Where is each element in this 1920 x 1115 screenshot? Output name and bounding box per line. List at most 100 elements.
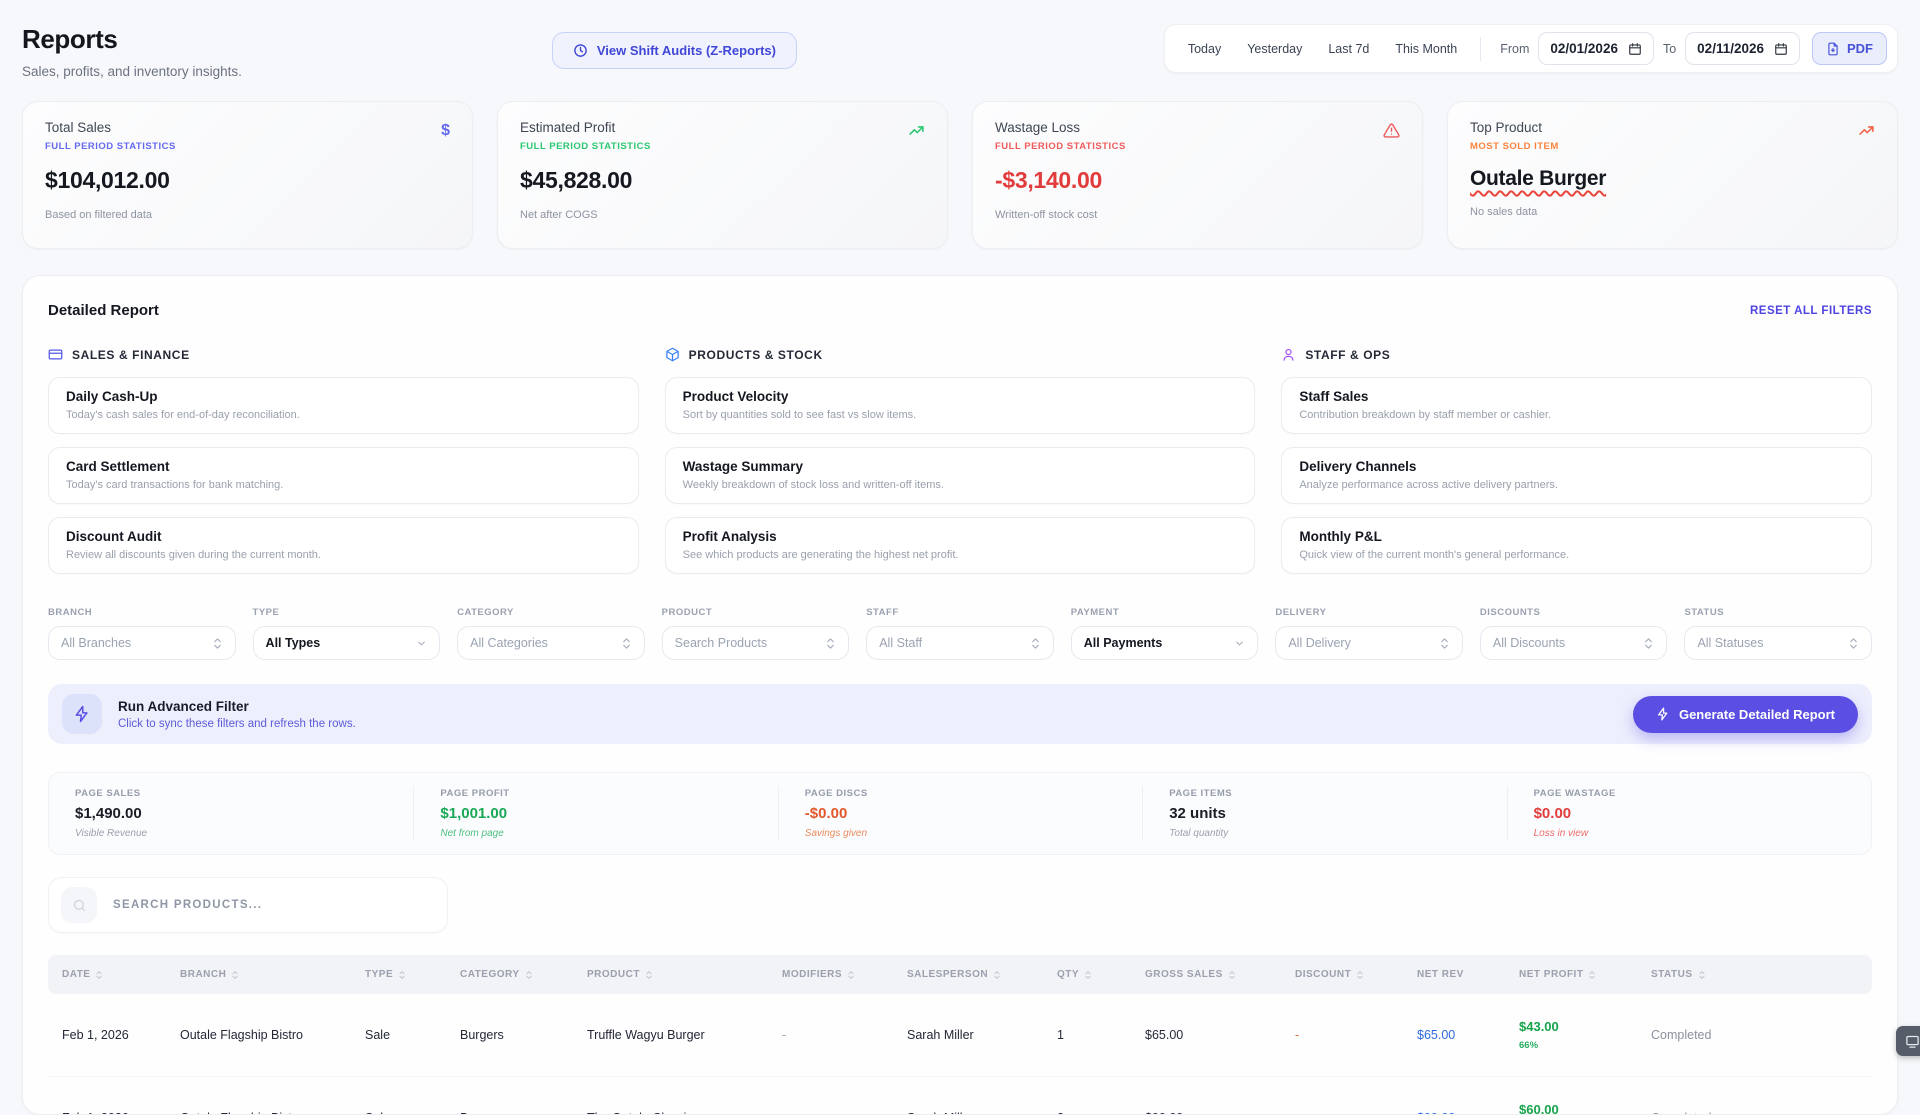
report-card-card-settlement[interactable]: Card Settlement Today's card transaction… — [48, 447, 639, 504]
category-select[interactable]: All Categories — [457, 626, 645, 660]
sort-icon — [525, 970, 533, 980]
clock-icon — [573, 43, 588, 58]
type-select[interactable]: All Types — [253, 626, 441, 660]
cell-net-profit: $60.00 67% — [1505, 1077, 1637, 1115]
alert-triangle-icon — [1383, 122, 1400, 139]
column-header-salesperson[interactable]: SALESPERSON — [893, 955, 1043, 994]
page-stat-label: PAGE WASTAGE — [1534, 788, 1845, 799]
product-select[interactable]: Search Products — [662, 626, 850, 660]
cell-net-rev: $90.00 — [1403, 1077, 1505, 1115]
run-advanced-filter-banner[interactable]: Run Advanced Filter Click to sync these … — [48, 684, 1872, 744]
chevron-up-down-icon — [825, 637, 836, 650]
page-stat-label: PAGE PROFIT — [440, 788, 751, 799]
column-header-branch[interactable]: BRANCH — [166, 955, 351, 994]
page-stat-note: Visible Revenue — [75, 828, 387, 839]
report-card-product-velocity[interactable]: Product Velocity Sort by quantities sold… — [665, 377, 1256, 434]
product-search-box[interactable] — [48, 877, 448, 933]
filter-value: All Discounts — [1493, 636, 1565, 650]
filter-label: STATUS — [1684, 607, 1872, 618]
from-label: From — [1500, 42, 1529, 56]
column-header-net-profit[interactable]: NET PROFIT — [1505, 955, 1637, 994]
column-header-type[interactable]: TYPE — [351, 955, 446, 994]
column-header-modifiers[interactable]: MODIFIERS — [768, 955, 893, 994]
column-header-status[interactable]: STATUS — [1637, 955, 1872, 994]
range-yesterday-button[interactable]: Yesterday — [1234, 35, 1315, 63]
column-header-qty[interactable]: QTY — [1043, 955, 1131, 994]
view-shift-audits-button[interactable]: View Shift Audits (Z-Reports) — [552, 32, 797, 69]
filter-value: All Staff — [879, 636, 922, 650]
kpi-note: No sales data — [1470, 206, 1875, 218]
table-header-row: DATE BRANCH TYPE CATEGORY PRODUCT MODIFI… — [48, 955, 1872, 994]
report-card-desc: Analyze performance across active delive… — [1299, 479, 1854, 491]
report-card-staff-sales[interactable]: Staff Sales Contribution breakdown by st… — [1281, 377, 1872, 434]
filter-value: All Categories — [470, 636, 548, 650]
status-select[interactable]: All Statuses — [1684, 626, 1872, 660]
report-card-desc: See which products are generating the hi… — [683, 549, 1238, 561]
search-icon — [61, 887, 97, 923]
chevron-up-down-icon — [1848, 637, 1859, 650]
range-today-button[interactable]: Today — [1175, 35, 1234, 63]
generate-detailed-report-button[interactable]: Generate Detailed Report — [1633, 696, 1858, 733]
kpi-card-wastage-loss: Wastage Loss FULL PERIOD STATISTICS -$3,… — [972, 101, 1423, 249]
page-stat-note: Total quantity — [1169, 828, 1480, 839]
group-label: PRODUCTS & STOCK — [689, 348, 823, 362]
column-header-gross-sales[interactable]: GROSS SALES — [1131, 955, 1281, 994]
report-card-desc: Weekly breakdown of stock loss and writt… — [683, 479, 1238, 491]
cell-date: Feb 1, 2026 — [48, 994, 166, 1077]
advanced-filter-subtitle: Click to sync these filters and refresh … — [118, 718, 356, 730]
column-header-discount[interactable]: DISCOUNT — [1281, 955, 1403, 994]
filter-delivery: DELIVERY All Delivery — [1275, 607, 1463, 660]
cell-salesperson: Sarah Miller — [893, 1077, 1043, 1115]
column-header-category[interactable]: CATEGORY — [446, 955, 573, 994]
sort-icon — [1588, 970, 1596, 980]
range-last7d-button[interactable]: Last 7d — [1315, 35, 1382, 63]
table-row[interactable]: Feb 1, 2026 Outale Flagship Bistro Sale … — [48, 994, 1872, 1077]
range-this-month-button[interactable]: This Month — [1382, 35, 1470, 63]
cell-modifiers: - — [768, 994, 893, 1077]
export-pdf-button[interactable]: PDF — [1812, 32, 1887, 65]
report-card-profit-analysis[interactable]: Profit Analysis See which products are g… — [665, 517, 1256, 574]
report-card-wastage-summary[interactable]: Wastage Summary Weekly breakdown of stoc… — [665, 447, 1256, 504]
cell-modifiers: - — [768, 1077, 893, 1115]
search-products-input[interactable] — [111, 898, 435, 912]
user-icon — [1281, 347, 1296, 362]
reset-all-filters-button[interactable]: RESET ALL FILTERS — [1750, 305, 1872, 317]
report-card-daily-cash-up[interactable]: Daily Cash-Up Today's cash sales for end… — [48, 377, 639, 434]
cell-qty: 2 — [1043, 1077, 1131, 1115]
cell-net-rev: $65.00 — [1403, 994, 1505, 1077]
to-date-input[interactable]: 02/11/2026 — [1685, 32, 1800, 65]
advanced-filter-title: Run Advanced Filter — [118, 699, 356, 714]
discounts-select[interactable]: All Discounts — [1480, 626, 1668, 660]
chevron-down-icon — [1234, 638, 1245, 649]
filter-value: All Delivery — [1288, 636, 1351, 650]
table-row[interactable]: Feb 1, 2026 Outale Flagship Bistro Sale … — [48, 1077, 1872, 1115]
page-stat-profit: PAGE PROFIT $1,001.00 Net from page — [413, 786, 777, 841]
report-card-discount-audit[interactable]: Discount Audit Review all discounts give… — [48, 517, 639, 574]
sort-icon — [847, 970, 855, 980]
column-header-product[interactable]: PRODUCT — [573, 955, 768, 994]
report-card-monthly-pl[interactable]: Monthly P&L Quick view of the current mo… — [1281, 517, 1872, 574]
filter-label: STAFF — [866, 607, 1054, 618]
trend-up-icon — [908, 122, 925, 139]
column-header-date[interactable]: DATE — [48, 955, 166, 994]
column-header-net-rev[interactable]: NET REV — [1403, 955, 1505, 994]
report-card-title: Staff Sales — [1299, 389, 1854, 404]
staff-select[interactable]: All Staff — [866, 626, 1054, 660]
branch-select[interactable]: All Branches — [48, 626, 236, 660]
group-label: SALES & FINANCE — [72, 348, 190, 362]
page-stat-note: Net from page — [440, 828, 751, 839]
floating-screenshot-widget-icon[interactable] — [1896, 1026, 1920, 1056]
from-date-input[interactable]: 02/01/2026 — [1538, 32, 1654, 65]
kpi-value: -$3,140.00 — [995, 167, 1400, 194]
sort-icon — [231, 970, 239, 980]
filter-label: CATEGORY — [457, 607, 645, 618]
report-card-delivery-channels[interactable]: Delivery Channels Analyze performance ac… — [1281, 447, 1872, 504]
sort-icon — [645, 970, 653, 980]
group-staff-ops: STAFF & OPS Staff Sales Contribution bre… — [1281, 347, 1872, 587]
page-stat-discs: PAGE DISCS -$0.00 Savings given — [778, 786, 1142, 841]
from-date-value: 02/01/2026 — [1550, 41, 1618, 56]
report-card-title: Profit Analysis — [683, 529, 1238, 544]
cell-status: Completed — [1637, 994, 1872, 1077]
payment-select[interactable]: All Payments — [1071, 626, 1259, 660]
delivery-select[interactable]: All Delivery — [1275, 626, 1463, 660]
